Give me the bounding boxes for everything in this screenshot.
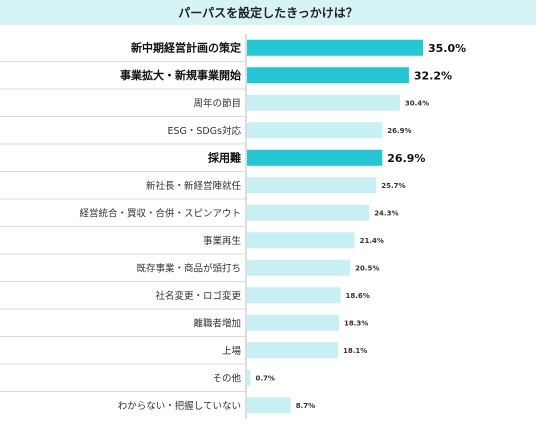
category-label: 周年の節目	[193, 97, 241, 109]
bar	[247, 39, 423, 56]
bar	[247, 149, 383, 166]
category-label: 事業拡大・新規事業開始	[120, 68, 241, 82]
bar	[247, 122, 383, 139]
value-label: 30.4%	[405, 99, 429, 107]
category-label: 既存事業・商品が頭打ち	[136, 262, 241, 274]
bar	[247, 314, 340, 331]
category-label: 経営統合・買収・合併・スピンアウト	[79, 207, 241, 219]
category-label: 離職者増加	[193, 317, 241, 329]
category-label: ESG・SDGs対応	[167, 125, 241, 137]
bar	[247, 259, 351, 276]
value-label: 35.0%	[428, 42, 466, 55]
category-label: その他	[212, 372, 241, 384]
value-label: 26.9%	[387, 152, 425, 165]
bar	[247, 397, 291, 414]
value-label: 18.6%	[346, 292, 370, 300]
bar	[247, 232, 355, 249]
bar	[247, 369, 251, 386]
value-label: 0.7%	[256, 374, 275, 382]
value-label: 20.5%	[355, 264, 379, 272]
category-label: 事業再生	[203, 235, 242, 247]
value-label: 26.9%	[387, 127, 411, 135]
value-label: 21.4%	[360, 237, 384, 245]
category-label: 採用難	[208, 150, 241, 164]
category-label: 新中期経営計画の策定	[131, 40, 241, 54]
value-label: 18.3%	[344, 319, 368, 327]
category-label: 社名変更・ロゴ変更	[155, 290, 241, 302]
value-label: 8.7%	[296, 402, 315, 410]
chart-title-bar: パーパスを設定したきっかけは？	[0, 0, 536, 25]
bar	[247, 94, 400, 111]
category-label: 上場	[222, 345, 242, 357]
bar	[247, 287, 341, 304]
chart-title: パーパスを設定したきっかけは？	[178, 6, 358, 20]
value-label: 32.2%	[414, 69, 452, 82]
bar	[247, 177, 377, 194]
value-label: 24.3%	[374, 209, 398, 217]
category-label: 新社長・新経営陣就任	[146, 180, 242, 192]
bar	[247, 204, 370, 221]
value-label: 18.1%	[343, 347, 367, 355]
bar	[247, 342, 339, 359]
bar	[247, 67, 409, 84]
category-label: わからない・把握していない	[118, 400, 241, 412]
value-label: 25.7%	[381, 182, 405, 190]
